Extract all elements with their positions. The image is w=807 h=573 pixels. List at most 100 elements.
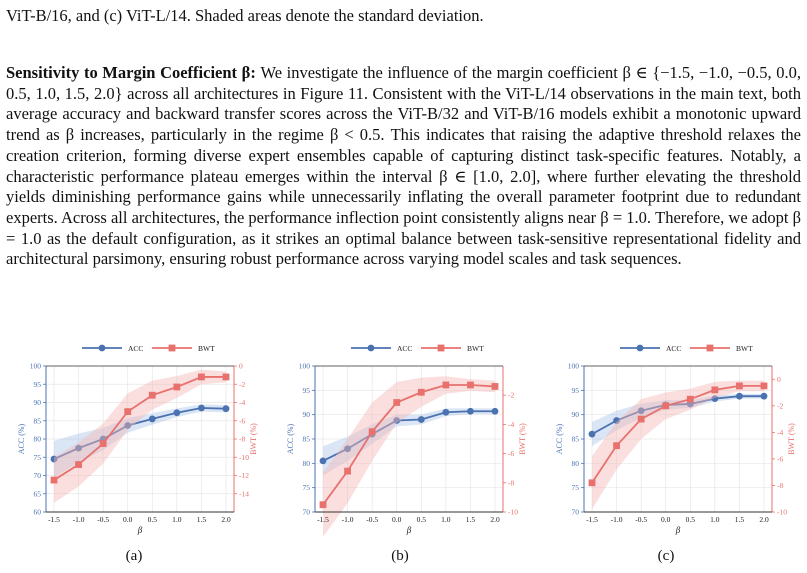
y-right-tick-label: -2 (508, 391, 514, 400)
y-tick-label: 75 (572, 483, 580, 492)
y-tick-label: 90 (572, 410, 580, 419)
x-tick-label: -1.5 (317, 515, 329, 524)
y-right-tick-label: -10 (239, 453, 249, 462)
series-line-acc (322, 410, 495, 462)
y-right-tick-label: -6 (508, 449, 514, 458)
std-band-bwt (323, 376, 495, 537)
series-line-acc (53, 407, 227, 460)
series-line-bwt (322, 384, 496, 506)
x-tick-label: 1.0 (172, 515, 182, 524)
x-tick-label: 1.5 (197, 515, 207, 524)
x-tick-label: 1.0 (710, 515, 720, 524)
subfigure-label-b: (b) (391, 548, 409, 564)
acc-point (198, 404, 205, 412)
chart-panel-a: 60 65 70 75 80 85 90 95 100 -14 -12 -10 -8 -6 -4 -2 0 -1.… (17, 344, 258, 535)
y-tick-label: 70 (572, 508, 580, 517)
y-right-tick-label: -10 (777, 508, 787, 517)
acc-point (417, 416, 425, 423)
legend-marker-bwt (706, 344, 714, 352)
y-axis-label: ACC (%) (17, 423, 26, 454)
bwt-point (760, 382, 768, 390)
y-tick-label: 100 (299, 362, 311, 371)
legend-marker-acc (636, 344, 644, 352)
legend-label-acc: ACC (666, 344, 681, 353)
y-tick-label: 85 (34, 416, 42, 425)
paragraph-body: We investigate the influence of the marg… (6, 63, 801, 269)
x-tick-label: 0.0 (661, 515, 671, 524)
acc-point (637, 407, 645, 415)
y-tick-label: 80 (572, 459, 580, 468)
bwt-point (711, 386, 719, 394)
bwt-point (662, 402, 670, 410)
sensitivity-paragraph: Sensitivity to Margin Coefficient β: We … (6, 63, 801, 270)
acc-point (442, 408, 450, 416)
y-right-tick-label: -8 (508, 478, 514, 487)
std-band-bwt (592, 380, 764, 510)
y-tick-label: 80 (303, 459, 311, 468)
figure-11-charts: 60 65 70 75 80 85 90 95 100 -14 -12 -10 -8 -6 -4 -2 0 -1.… (0, 330, 807, 573)
y-right-tick-label: -14 (239, 489, 249, 498)
y-tick-label: 60 (34, 508, 42, 517)
legend-marker-acc (98, 344, 106, 352)
y-right-tick-label: -4 (508, 420, 514, 429)
bwt-point (467, 381, 474, 389)
y-tick-label: 75 (303, 483, 311, 492)
acc-point (75, 444, 82, 452)
x-tick-label: 0.5 (417, 515, 427, 524)
x-tick-label: -1.5 (48, 515, 60, 524)
x-tick-label: 2.0 (759, 515, 769, 524)
chart-panel-b: 70 75 80 85 90 95 100 -10 -8 -6 -4 -2 -1.5 -1.0 -0.5 0.… (286, 344, 527, 537)
std-band-bwt (54, 369, 226, 503)
bwt-point (417, 388, 425, 396)
y-tick-label: 70 (34, 471, 42, 480)
y-right-axis-label: BWT (%) (787, 423, 796, 455)
legend-marker-bwt (437, 344, 445, 352)
bwt-point (50, 476, 58, 484)
legend-label-bwt: BWT (198, 344, 215, 353)
x-axis-label: β (675, 525, 681, 535)
x-tick-label: -1.5 (586, 515, 598, 524)
y-right-tick-label: 0 (239, 362, 243, 371)
y-tick-label: 95 (303, 386, 311, 395)
y-right-tick-label: -8 (239, 435, 245, 444)
bwt-point (491, 383, 499, 390)
acc-point (467, 407, 474, 415)
bwt-point (198, 373, 205, 381)
x-tick-label: 2.0 (221, 515, 231, 524)
y-tick-label: 90 (303, 410, 311, 419)
x-tick-label: 0.0 (123, 515, 133, 524)
subfigure-label-c: (c) (657, 548, 675, 564)
legend-label-acc: ACC (128, 344, 143, 353)
bwt-point (344, 467, 351, 475)
y-tick-label: 95 (572, 386, 580, 395)
bwt-point (613, 442, 620, 450)
x-tick-label: -0.5 (97, 515, 109, 524)
legend-marker-bwt (168, 344, 176, 352)
x-tick-label: 1.5 (735, 515, 745, 524)
std-band-acc (592, 393, 764, 447)
y-tick-label: 80 (34, 435, 42, 444)
y-tick-label: 85 (572, 435, 580, 444)
series-line-bwt (53, 376, 226, 481)
bwt-point (99, 440, 107, 447)
x-tick-label: 0.5 (686, 515, 696, 524)
bwt-point (686, 395, 694, 403)
bwt-point (75, 461, 82, 468)
y-right-tick-label: -8 (777, 481, 783, 490)
y-axis-label: ACC (%) (555, 423, 564, 454)
y-tick-label: 100 (568, 362, 580, 371)
y-tick-label: 90 (34, 398, 42, 407)
x-tick-label: 0.5 (148, 515, 158, 524)
x-tick-label: 1.0 (441, 515, 451, 524)
acc-point (222, 405, 230, 413)
acc-point (736, 392, 743, 400)
y-tick-label: 75 (34, 453, 42, 462)
bwt-point (173, 383, 181, 391)
x-axis-label: β (406, 525, 412, 535)
legend-label-acc: ACC (397, 344, 412, 353)
acc-point (124, 422, 132, 429)
bwt-point (124, 408, 132, 416)
x-tick-label: -1.0 (342, 515, 354, 524)
y-right-tick-label: -2 (777, 401, 783, 410)
acc-point (173, 409, 181, 417)
